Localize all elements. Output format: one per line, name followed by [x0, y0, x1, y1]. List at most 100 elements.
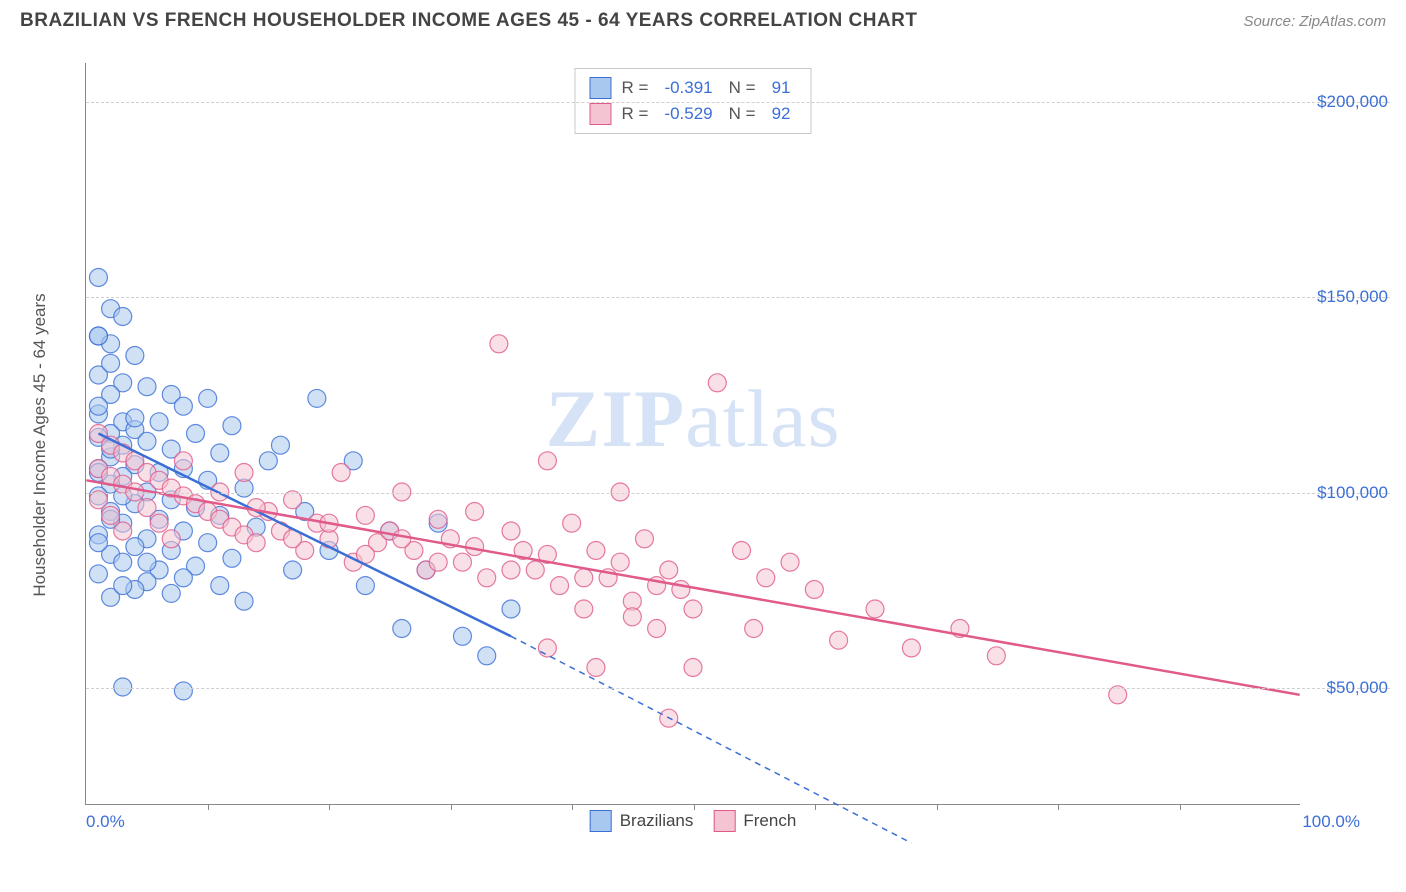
data-point	[502, 600, 520, 618]
data-point	[114, 553, 132, 571]
data-point	[235, 592, 253, 610]
data-point	[830, 631, 848, 649]
data-point	[332, 464, 350, 482]
data-point	[587, 542, 605, 560]
n-value: 92	[766, 104, 797, 124]
data-point	[174, 682, 192, 700]
data-point	[466, 503, 484, 521]
data-point	[271, 436, 289, 454]
data-point	[126, 347, 144, 365]
n-label: N =	[729, 78, 756, 98]
legend-label: Brazilians	[620, 811, 694, 831]
data-point	[114, 577, 132, 595]
data-point	[114, 522, 132, 540]
data-point	[781, 553, 799, 571]
y-axis-label: Householder Income Ages 45 - 64 years	[30, 293, 50, 596]
grid-line-h	[86, 688, 1390, 689]
data-point	[660, 561, 678, 579]
legend-row: R =-0.529N =92	[590, 101, 797, 127]
data-point	[538, 452, 556, 470]
x-tick	[1180, 804, 1181, 810]
data-point	[538, 639, 556, 657]
data-point	[114, 308, 132, 326]
data-point	[733, 542, 751, 560]
data-point	[102, 354, 120, 372]
legend-swatch	[590, 810, 612, 832]
grid-line-h	[86, 297, 1390, 298]
chart-title: BRAZILIAN VS FRENCH HOUSEHOLDER INCOME A…	[20, 10, 918, 32]
data-point	[393, 620, 411, 638]
data-point	[805, 581, 823, 599]
data-point	[623, 608, 641, 626]
data-point	[162, 584, 180, 602]
data-point	[648, 620, 666, 638]
data-point	[126, 409, 144, 427]
data-point	[902, 639, 920, 657]
data-point	[174, 452, 192, 470]
x-tick	[1058, 804, 1059, 810]
data-point	[199, 534, 217, 552]
legend-swatch	[590, 103, 612, 125]
data-point	[611, 553, 629, 571]
r-label: R =	[622, 104, 649, 124]
data-point	[502, 561, 520, 579]
data-point	[138, 499, 156, 517]
data-point	[453, 553, 471, 571]
data-point	[866, 600, 884, 618]
chart-container: Householder Income Ages 45 - 64 years ZI…	[50, 55, 1390, 835]
data-point	[356, 577, 374, 595]
x-tick	[451, 804, 452, 810]
x-tick	[572, 804, 573, 810]
data-point	[138, 378, 156, 396]
data-point	[235, 464, 253, 482]
data-point	[199, 389, 217, 407]
data-point	[635, 530, 653, 548]
data-point	[138, 553, 156, 571]
data-point	[575, 569, 593, 587]
data-point	[551, 577, 569, 595]
data-point	[89, 397, 107, 415]
data-point	[490, 335, 508, 353]
y-tick-label: $150,000	[1317, 287, 1388, 307]
data-point	[526, 561, 544, 579]
data-point	[150, 413, 168, 431]
data-point	[587, 659, 605, 677]
data-point	[502, 522, 520, 540]
data-point	[308, 389, 326, 407]
data-point	[211, 577, 229, 595]
y-tick-label: $50,000	[1327, 678, 1388, 698]
data-point	[757, 569, 775, 587]
data-point	[356, 506, 374, 524]
data-point	[89, 269, 107, 287]
data-point	[393, 530, 411, 548]
data-point	[259, 452, 277, 470]
legend-row: R = -0.391 N = 91	[590, 75, 797, 101]
n-value: 91	[766, 78, 797, 98]
scatter-svg	[86, 63, 1300, 804]
data-point	[89, 327, 107, 345]
data-point	[138, 432, 156, 450]
data-point	[745, 620, 763, 638]
r-label: R =	[622, 78, 649, 98]
grid-line-h	[86, 102, 1390, 103]
data-point	[453, 627, 471, 645]
series-legend: BraziliansFrench	[590, 810, 797, 832]
data-point	[987, 647, 1005, 665]
data-point	[247, 534, 265, 552]
chart-header: BRAZILIAN VS FRENCH HOUSEHOLDER INCOME A…	[0, 0, 1406, 37]
data-point	[89, 534, 107, 552]
n-label: N =	[729, 104, 756, 124]
r-value: -0.391	[658, 78, 718, 98]
data-point	[284, 561, 302, 579]
data-point	[162, 530, 180, 548]
data-point	[478, 647, 496, 665]
y-tick-label: $200,000	[1317, 92, 1388, 112]
data-point	[174, 569, 192, 587]
legend-swatch	[713, 810, 735, 832]
x-tick	[937, 804, 938, 810]
x-axis-min-label: 0.0%	[86, 812, 125, 832]
plot-area: ZIPatlas R =-0.391N =91R =-0.529N =92 Br…	[85, 63, 1300, 805]
data-point	[223, 417, 241, 435]
data-point	[102, 506, 120, 524]
data-point	[211, 444, 229, 462]
